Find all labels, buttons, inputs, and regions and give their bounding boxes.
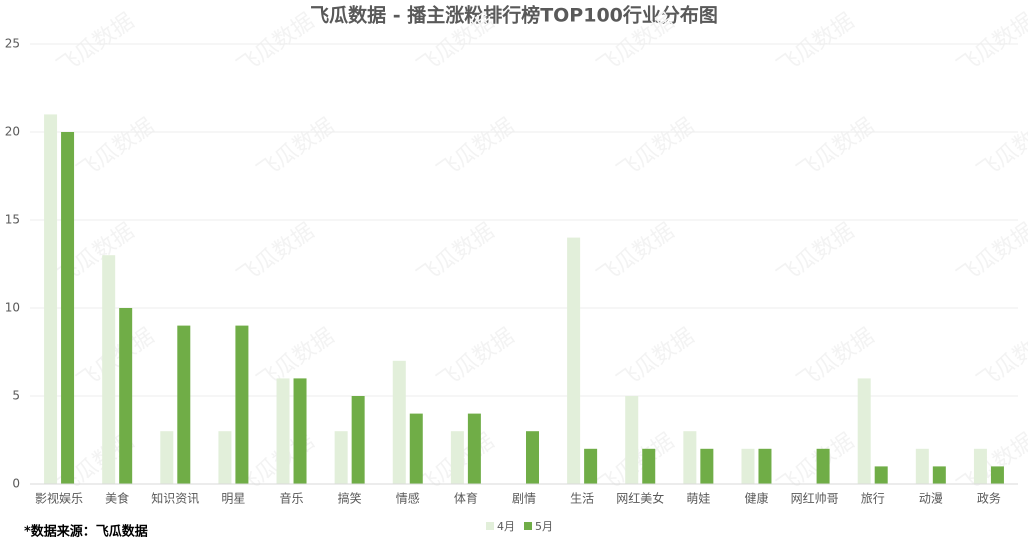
bar xyxy=(932,466,946,484)
bar xyxy=(700,448,714,484)
x-tick-label: 旅行 xyxy=(861,492,885,506)
x-tick-label: 剧情 xyxy=(512,492,536,506)
bar xyxy=(915,448,929,484)
bar xyxy=(235,325,249,484)
bar xyxy=(177,325,191,484)
x-tick-label: 网红美女 xyxy=(616,491,664,506)
watermark: 飞瓜数据 xyxy=(953,219,1028,290)
x-tick-label: 动漫 xyxy=(919,492,943,506)
x-tick-label: 知识资讯 xyxy=(151,492,199,506)
watermark: 飞瓜数据 xyxy=(433,324,519,395)
bar xyxy=(293,378,307,484)
x-tick-label: 萌娃 xyxy=(686,492,710,506)
bar xyxy=(526,431,539,484)
bar xyxy=(450,431,464,484)
y-tick-label: 10 xyxy=(5,301,20,315)
bar xyxy=(467,413,481,484)
watermark: 飞瓜数据 xyxy=(773,219,859,290)
bar xyxy=(44,114,58,485)
bar xyxy=(683,431,697,484)
y-tick-label: 25 xyxy=(5,37,20,51)
watermark: 飞瓜数据 xyxy=(613,114,699,185)
y-tick-label: 5 xyxy=(12,389,20,403)
bar xyxy=(334,431,348,484)
x-tick-label: 美食 xyxy=(105,491,129,506)
bar xyxy=(351,396,365,484)
watermark: 飞瓜数据 xyxy=(253,114,339,185)
x-tick-label: 搞笑 xyxy=(338,491,362,506)
watermark: 飞瓜数据 xyxy=(773,429,859,500)
watermark: 飞瓜数据 xyxy=(73,324,159,395)
x-tick-label: 情感 xyxy=(396,491,420,506)
y-tick-label: 15 xyxy=(5,213,20,227)
bar xyxy=(160,431,174,484)
watermark: 飞瓜数据 xyxy=(613,324,699,395)
x-tick-label: 网红帅哥 xyxy=(791,491,839,506)
chart-title: 飞瓜数据 - 播主涨粉排行榜TOP100行业分布图 xyxy=(310,4,718,27)
bar xyxy=(990,466,1004,484)
y-tick-label: 20 xyxy=(5,125,20,139)
bar xyxy=(218,431,232,484)
watermark: 飞瓜数据 xyxy=(953,429,1028,500)
bar xyxy=(816,448,830,484)
legend-swatch xyxy=(486,522,494,530)
bar xyxy=(102,255,116,484)
bar xyxy=(973,448,987,484)
x-tick-label: 影视娱乐 xyxy=(35,491,83,506)
bar xyxy=(61,132,75,484)
x-tick-label: 健康 xyxy=(744,491,768,506)
legend-label: 5月 xyxy=(535,520,553,533)
x-tick-label: 体育 xyxy=(454,491,478,506)
x-tick-label: 音乐 xyxy=(280,491,304,506)
bar xyxy=(741,448,755,484)
bar xyxy=(567,237,581,484)
bar xyxy=(119,308,133,484)
bar xyxy=(874,466,888,484)
watermark: 飞瓜数据 xyxy=(793,114,879,185)
bar xyxy=(409,413,423,484)
bar xyxy=(758,448,772,484)
watermark: 飞瓜数据 xyxy=(433,114,519,185)
watermark: 飞瓜数据 xyxy=(413,219,499,290)
bar xyxy=(625,396,639,484)
legend-swatch xyxy=(524,522,532,530)
y-tick-label: 0 xyxy=(12,477,20,491)
x-tick-label: 政务 xyxy=(977,491,1001,506)
legend-label: 4月 xyxy=(497,520,515,533)
bar xyxy=(857,378,871,484)
watermark: 飞瓜数据 xyxy=(973,324,1028,395)
bar xyxy=(392,360,406,484)
watermark: 飞瓜数据 xyxy=(233,219,319,290)
watermark: 飞瓜数据 xyxy=(593,219,679,290)
bar xyxy=(584,448,598,484)
watermark: 飞瓜数据 xyxy=(973,114,1028,185)
source-note: *数据来源：飞瓜数据 xyxy=(24,524,148,540)
bar xyxy=(276,378,290,484)
x-tick-label: 明星 xyxy=(221,492,245,506)
bar xyxy=(642,448,656,484)
x-tick-label: 生活 xyxy=(570,492,594,506)
watermark: 飞瓜数据 xyxy=(73,114,159,185)
